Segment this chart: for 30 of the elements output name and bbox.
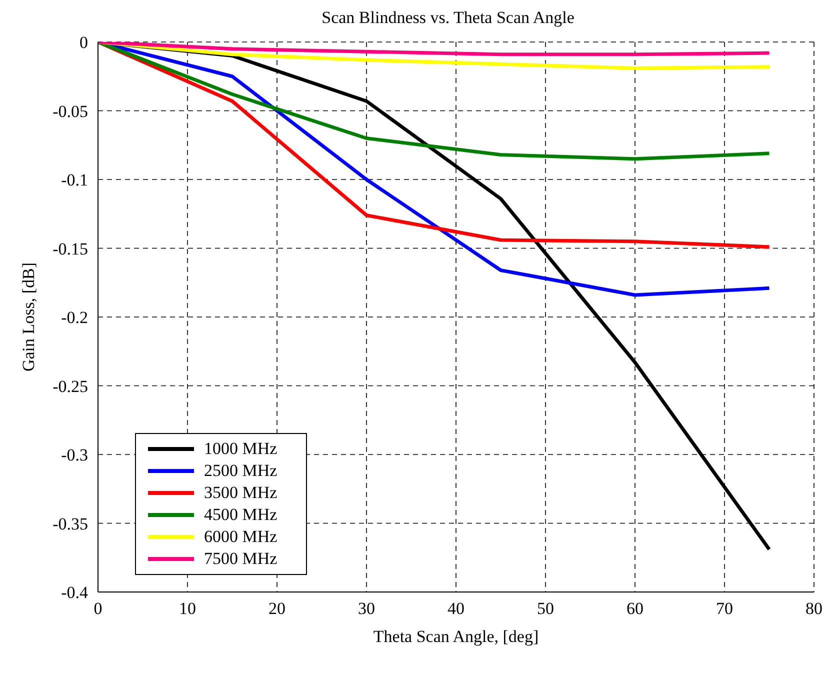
x-tick-label: 0 <box>94 599 102 618</box>
line-series <box>98 42 771 249</box>
line-series <box>98 42 771 56</box>
y-tick-label: 0 <box>80 33 88 52</box>
x-tick-label: 20 <box>268 599 286 618</box>
legend-label: 6000 MHz <box>204 527 278 547</box>
y-tick-label: -0.05 <box>52 102 88 121</box>
x-tick-label: 30 <box>358 599 375 618</box>
x-tick-label: 60 <box>626 599 644 618</box>
chart-title: Scan Blindness vs. Theta Scan Angle <box>320 8 576 29</box>
x-tick-label: 10 <box>179 599 196 618</box>
line-series <box>98 42 771 161</box>
y-tick-label: -0.25 <box>52 376 88 396</box>
x-tick-label: 40 <box>448 599 464 618</box>
legend-label: 7500 MHz <box>204 549 278 569</box>
y-tick-label: -0.2 <box>61 308 88 328</box>
x-tick-label: 70 <box>716 599 733 618</box>
legend-label: 2500 MHz <box>204 461 278 481</box>
y-tick-label: -0.4 <box>61 583 88 602</box>
x-axis-title: Theta Scan Angle, [deg] <box>373 627 539 646</box>
x-tick-label: 50 <box>537 599 554 618</box>
legend-label: 4500 MHz <box>204 505 278 525</box>
legend-label: 1000 MHz <box>204 439 278 459</box>
y-tick-label: -0.15 <box>52 239 88 258</box>
x-tick-label: 80 <box>806 599 822 618</box>
y-tick-label: -0.1 <box>61 170 88 190</box>
y-tick-label: -0.35 <box>52 514 88 534</box>
y-axis-title: Gain Loss, [dB] <box>19 262 38 372</box>
legend-label: 3500 MHz <box>204 483 278 503</box>
y-tick-label: -0.3 <box>61 446 88 465</box>
